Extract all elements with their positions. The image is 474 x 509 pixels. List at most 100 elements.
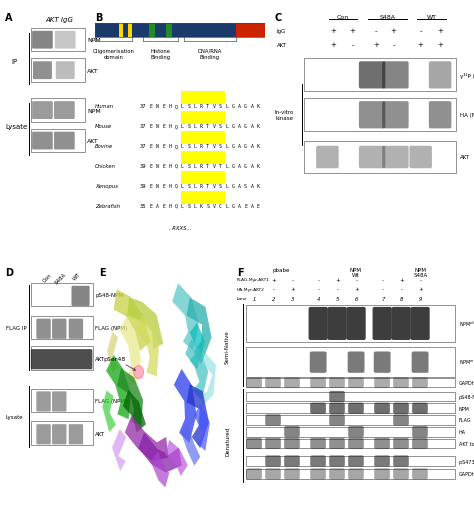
FancyBboxPatch shape — [393, 468, 409, 479]
Text: V: V — [212, 163, 215, 168]
Text: E: E — [162, 124, 165, 129]
Text: 3: 3 — [291, 296, 294, 301]
Text: 5: 5 — [336, 296, 339, 301]
PathPatch shape — [190, 323, 205, 370]
Text: A: A — [238, 183, 241, 188]
Text: Q: Q — [174, 203, 178, 208]
Text: +: + — [330, 29, 336, 34]
Text: N: N — [156, 163, 159, 168]
Text: E: E — [162, 144, 165, 149]
Text: NPM$^{mono}$: NPM$^{mono}$ — [459, 358, 474, 366]
Bar — [304, 99, 456, 132]
Bar — [31, 347, 93, 370]
Text: +: + — [399, 277, 404, 282]
Text: Oligomerisation
domain: Oligomerisation domain — [92, 49, 135, 60]
FancyBboxPatch shape — [36, 391, 51, 412]
Bar — [181, 112, 187, 125]
FancyBboxPatch shape — [382, 62, 409, 89]
Bar — [149, 24, 155, 38]
Bar — [219, 172, 225, 184]
Text: AKT total: AKT total — [459, 441, 474, 446]
Text: A: A — [238, 104, 241, 109]
FancyBboxPatch shape — [32, 32, 53, 49]
Text: L: L — [181, 203, 184, 208]
Text: L: L — [193, 144, 197, 149]
PathPatch shape — [106, 355, 131, 419]
FancyBboxPatch shape — [284, 426, 300, 437]
Text: -: - — [292, 277, 294, 282]
Text: L: L — [181, 183, 184, 188]
PathPatch shape — [138, 433, 182, 473]
FancyBboxPatch shape — [329, 438, 345, 449]
Text: 7: 7 — [381, 296, 384, 301]
FancyBboxPatch shape — [32, 102, 53, 120]
Bar — [212, 132, 219, 145]
Text: K: K — [257, 124, 260, 129]
Bar — [181, 172, 187, 184]
Text: V: V — [212, 203, 215, 208]
Text: R: R — [200, 183, 203, 188]
FancyBboxPatch shape — [429, 102, 451, 129]
PathPatch shape — [123, 390, 146, 433]
Text: AKT: AKT — [87, 69, 99, 74]
Text: -: - — [356, 277, 358, 282]
Text: L: L — [225, 144, 228, 149]
Text: K: K — [257, 104, 260, 109]
Text: 35: 35 — [139, 203, 146, 208]
PathPatch shape — [172, 284, 199, 351]
FancyBboxPatch shape — [412, 468, 428, 479]
Bar — [206, 172, 212, 184]
FancyBboxPatch shape — [382, 147, 409, 169]
Bar — [31, 421, 93, 445]
Bar — [181, 152, 187, 164]
Text: E: E — [257, 203, 260, 208]
Text: AKT: AKT — [277, 43, 287, 48]
Text: N: N — [156, 144, 159, 149]
Text: S48A: S48A — [54, 272, 68, 285]
FancyBboxPatch shape — [393, 403, 409, 414]
Text: T: T — [206, 183, 209, 188]
FancyBboxPatch shape — [284, 378, 300, 388]
Bar — [219, 112, 225, 125]
Text: -: - — [375, 29, 377, 34]
Text: G: G — [244, 124, 247, 129]
Text: S: S — [219, 124, 222, 129]
Text: -: - — [337, 287, 339, 292]
Text: +: + — [290, 287, 295, 292]
Text: A: A — [250, 104, 253, 109]
Text: +: + — [373, 42, 379, 48]
Text: R: R — [200, 163, 203, 168]
Text: +: + — [437, 29, 443, 34]
PathPatch shape — [181, 425, 201, 466]
Text: S: S — [187, 124, 190, 129]
Text: S: S — [187, 203, 190, 208]
FancyBboxPatch shape — [348, 378, 364, 388]
Bar — [95, 24, 265, 38]
Text: +: + — [271, 277, 276, 282]
Bar — [165, 24, 172, 38]
Text: AKT: AKT — [87, 139, 99, 144]
Bar — [206, 112, 212, 125]
FancyBboxPatch shape — [393, 378, 409, 388]
Text: Lysate: Lysate — [6, 414, 23, 419]
Text: GAPDH: GAPDH — [459, 380, 474, 385]
Text: T: T — [206, 104, 209, 109]
PathPatch shape — [187, 298, 211, 364]
Bar — [31, 60, 85, 83]
Bar — [212, 152, 219, 164]
Bar — [246, 348, 455, 377]
FancyBboxPatch shape — [33, 62, 52, 80]
FancyBboxPatch shape — [310, 456, 326, 467]
FancyBboxPatch shape — [32, 132, 53, 150]
Text: Q: Q — [174, 163, 178, 168]
Text: IgG: IgG — [277, 29, 286, 34]
Bar — [181, 92, 187, 105]
Text: T: T — [219, 163, 222, 168]
Text: G: G — [231, 144, 234, 149]
Bar — [187, 152, 193, 164]
Text: +: + — [391, 29, 396, 34]
Text: V: V — [212, 183, 215, 188]
Bar — [246, 439, 455, 448]
FancyBboxPatch shape — [31, 350, 92, 370]
PathPatch shape — [174, 369, 197, 443]
